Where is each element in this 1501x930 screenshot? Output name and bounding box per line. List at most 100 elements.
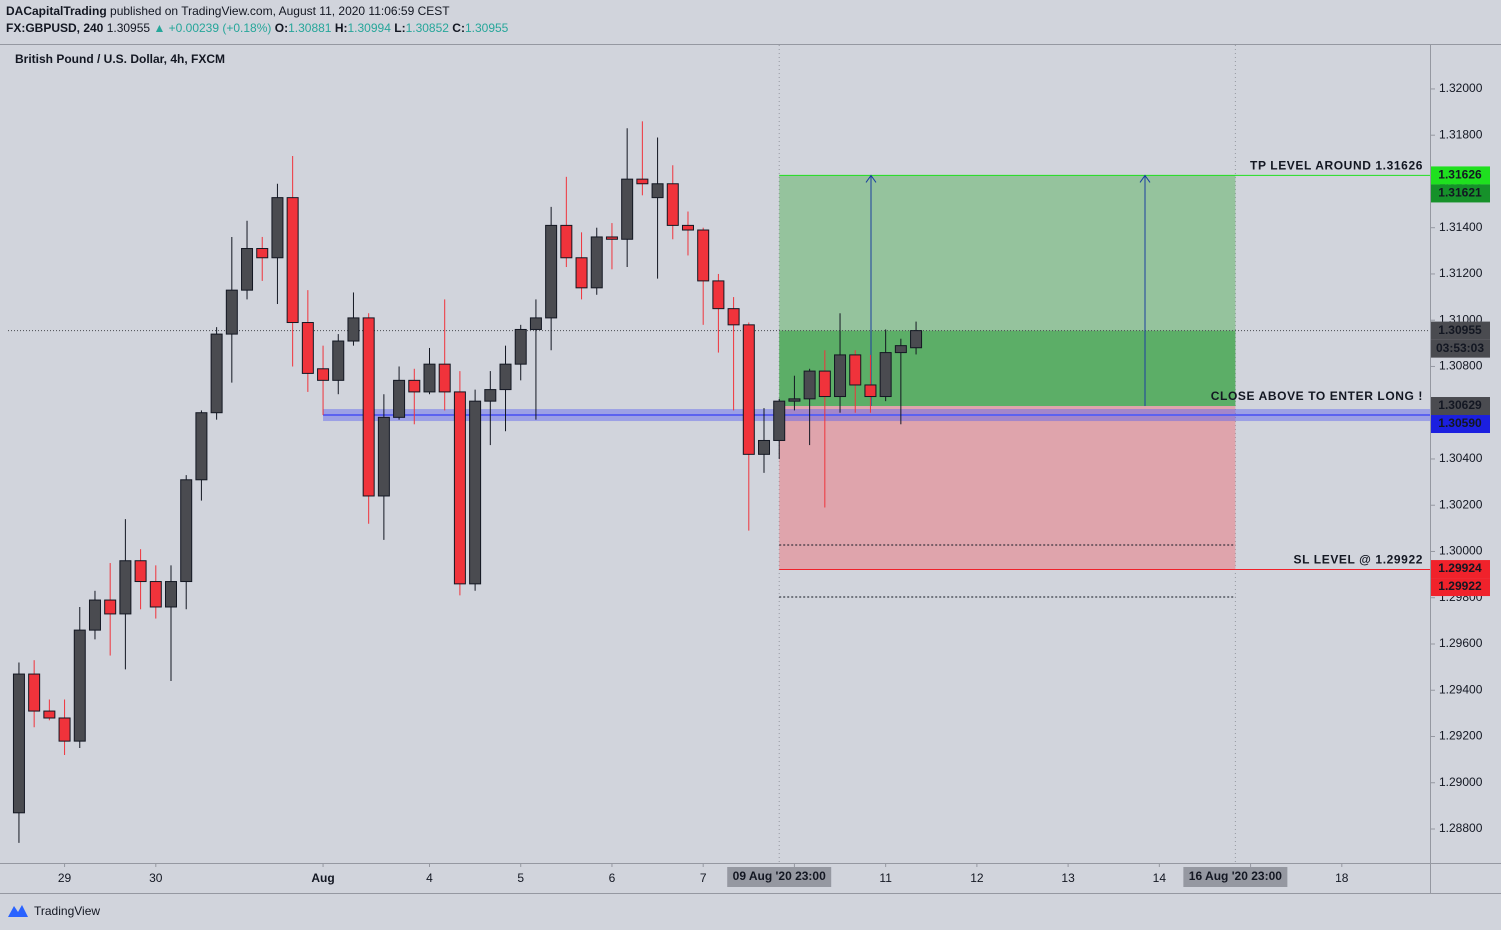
y-tick-label: 1.31400 <box>1439 220 1483 234</box>
x-tick-label: 12 <box>970 871 984 885</box>
candle-body <box>165 581 178 608</box>
arrow-head <box>865 174 877 183</box>
candle-body <box>469 400 482 585</box>
y-tick-label: 1.31200 <box>1439 266 1483 280</box>
x-tick-label: Aug <box>311 871 334 885</box>
candle-body <box>180 479 193 583</box>
time-tag-label: 16 Aug '20 23:00 <box>1189 869 1282 883</box>
candle-body <box>58 717 71 742</box>
candle-body <box>575 257 588 289</box>
candle-body <box>134 560 147 583</box>
y-tick-label: 1.29600 <box>1439 636 1483 650</box>
candle-body <box>210 333 223 414</box>
y-tick-label: 1.28800 <box>1439 821 1483 835</box>
y-tick-label: 1.29400 <box>1439 682 1483 696</box>
candle-body <box>377 416 390 497</box>
candle-body <box>332 340 345 381</box>
y-tick-label: 1.31800 <box>1439 127 1483 141</box>
price-tag-label: 1.30629 <box>1438 398 1482 412</box>
candle-body <box>590 236 603 289</box>
candle-body <box>499 363 512 391</box>
x-tick-label: 4 <box>426 871 433 885</box>
candle-body <box>195 412 208 481</box>
candle-body <box>347 317 360 342</box>
chart-title: British Pound / U.S. Dollar, 4h, FXCM <box>15 52 225 66</box>
y-tick-label: 1.30800 <box>1439 359 1483 373</box>
time-tag-label: 09 Aug '20 23:00 <box>733 869 826 883</box>
candle-body <box>225 289 238 335</box>
annotation: CLOSE ABOVE TO ENTER LONG ! <box>1211 389 1423 403</box>
y-tick-label: 1.30400 <box>1439 451 1483 465</box>
price-tag-label: 1.30955 <box>1438 323 1482 337</box>
x-tick-label: 11 <box>879 871 892 885</box>
symbol-line: FX:GBPUSD, 240 1.30955 ▲ +0.00239 (+0.18… <box>6 21 509 35</box>
open-profit <box>779 330 1236 407</box>
stop-zone <box>779 406 1236 570</box>
candle-body <box>28 673 41 712</box>
x-tick-label: 13 <box>1061 871 1075 885</box>
candle-body <box>773 400 786 441</box>
candle-body <box>484 389 497 402</box>
candle-body <box>423 363 436 393</box>
candle-body <box>12 673 25 814</box>
x-tick-label: 7 <box>700 871 707 885</box>
candle-body <box>621 178 634 240</box>
price-tag <box>1431 578 1490 597</box>
x-tick-label: 18 <box>1335 871 1349 885</box>
x-tick-label: 6 <box>609 871 616 885</box>
x-tick-label: 14 <box>1153 871 1167 885</box>
candle-body <box>697 229 710 282</box>
candle-body <box>894 345 907 354</box>
candle-body <box>408 379 421 393</box>
candle-body <box>666 183 679 226</box>
candle-body <box>605 236 618 240</box>
candle-body <box>742 324 755 455</box>
candle-body <box>651 183 664 199</box>
price-tag <box>1431 166 1490 185</box>
annotation: TP LEVEL AROUND 1.31626 <box>1250 159 1423 173</box>
time-tag <box>727 867 832 887</box>
price-tag-label: 1.31621 <box>1438 186 1482 200</box>
y-tick-label: 1.30200 <box>1439 497 1483 511</box>
y-tick-label: 1.30000 <box>1439 544 1483 558</box>
candle-body <box>393 379 406 418</box>
price-tag <box>1431 397 1490 416</box>
logo <box>8 905 28 917</box>
publisher: DACapitalTrading published on TradingVie… <box>6 4 450 18</box>
candle-body <box>727 308 740 326</box>
price-tag-label: 1.31626 <box>1438 168 1482 182</box>
y-tick-label: 1.29000 <box>1439 775 1483 789</box>
x-tick-label: 5 <box>517 871 524 885</box>
candle-body <box>834 354 847 398</box>
candle-body <box>879 352 892 398</box>
candle-body <box>256 248 269 259</box>
candle-body <box>453 391 466 585</box>
candle-body <box>560 224 573 259</box>
candle-body <box>241 248 254 291</box>
annotation: SL LEVEL @ 1.29922 <box>1294 553 1423 567</box>
y-tick-label: 1.29200 <box>1439 729 1483 743</box>
x-tick-label: 29 <box>58 871 72 885</box>
candle-body <box>104 599 117 615</box>
candle-body <box>818 370 831 398</box>
candle-body <box>317 368 330 381</box>
price-tag <box>1431 184 1490 203</box>
candle-body <box>712 280 725 310</box>
price-tag <box>1431 321 1490 340</box>
candle-body <box>849 354 862 386</box>
candle-body <box>362 317 375 497</box>
time-tag <box>1183 867 1288 887</box>
candle-body <box>301 322 314 374</box>
price-tag-label: 1.29924 <box>1438 561 1482 575</box>
candle-body <box>514 328 527 365</box>
candle-body <box>149 581 162 608</box>
price-tag-label: 1.30590 <box>1438 416 1482 430</box>
candle-body <box>119 560 132 615</box>
candle-body <box>271 197 284 259</box>
candle-body <box>788 398 801 402</box>
arrow-head <box>1139 174 1151 183</box>
price-tag-label: 03:53:03 <box>1436 341 1484 355</box>
price-tag <box>1431 560 1490 579</box>
